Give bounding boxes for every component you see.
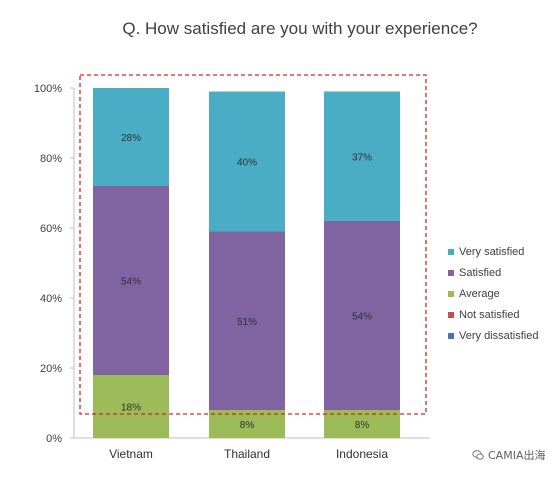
y-tick-label: 100% bbox=[34, 83, 62, 95]
y-tick-label: 20% bbox=[40, 363, 62, 375]
legend-item: Average bbox=[448, 283, 538, 304]
y-tick-label: 40% bbox=[40, 293, 62, 305]
legend-swatch bbox=[448, 248, 454, 255]
data-label: 18% bbox=[121, 403, 141, 414]
legend-label: Very dissatisfied bbox=[459, 329, 539, 342]
legend-label: Satisfied bbox=[459, 266, 502, 279]
bar-segment bbox=[324, 91, 400, 221]
y-tick-label: 0% bbox=[46, 433, 62, 445]
legend-item: Very satisfied bbox=[448, 241, 538, 262]
chart-title: Q. How satisfied are you with your exper… bbox=[122, 19, 478, 38]
data-label: 51% bbox=[237, 317, 257, 328]
data-label: 37% bbox=[352, 152, 372, 163]
x-tick-label: Indonesia bbox=[336, 447, 388, 461]
watermark: CAMIA出海 bbox=[472, 447, 545, 463]
watermark-text: CAMIA出海 bbox=[488, 449, 546, 462]
data-label: 8% bbox=[240, 420, 255, 431]
legend-item: Very dissatisfied bbox=[448, 325, 538, 346]
legend-label: Not satisfied bbox=[459, 308, 520, 321]
legend-item: Not satisfied bbox=[448, 304, 538, 325]
highlight-box bbox=[79, 74, 427, 415]
legend: Very satisfied Satisfied Average Not satisf… bbox=[448, 241, 538, 346]
y-tick-label: 60% bbox=[40, 223, 62, 235]
y-tick-label: 80% bbox=[40, 153, 62, 165]
legend-label: Very satisfied bbox=[459, 245, 525, 258]
legend-swatch bbox=[448, 290, 454, 297]
x-tick-label: Thailand bbox=[224, 447, 270, 461]
x-tick-label: Vietnam bbox=[109, 447, 153, 461]
bar-segment bbox=[209, 231, 285, 410]
bar-segment bbox=[324, 410, 400, 438]
bar-segment bbox=[93, 88, 169, 186]
legend-swatch bbox=[448, 311, 454, 318]
data-label: 40% bbox=[237, 158, 257, 169]
bar-segment bbox=[93, 375, 169, 438]
legend-swatch bbox=[448, 269, 454, 276]
data-label: 8% bbox=[355, 420, 370, 431]
data-label: 28% bbox=[121, 133, 141, 144]
data-label: 54% bbox=[121, 277, 141, 288]
bar-segment bbox=[209, 91, 285, 232]
legend-label: Average bbox=[459, 287, 500, 300]
bar-segment bbox=[93, 186, 169, 375]
bar-segment bbox=[209, 410, 285, 438]
bar-segment bbox=[324, 221, 400, 410]
legend-swatch bbox=[448, 332, 454, 339]
data-label: 54% bbox=[352, 312, 372, 323]
wechat-icon bbox=[472, 450, 484, 460]
legend-item: Satisfied bbox=[448, 262, 538, 283]
